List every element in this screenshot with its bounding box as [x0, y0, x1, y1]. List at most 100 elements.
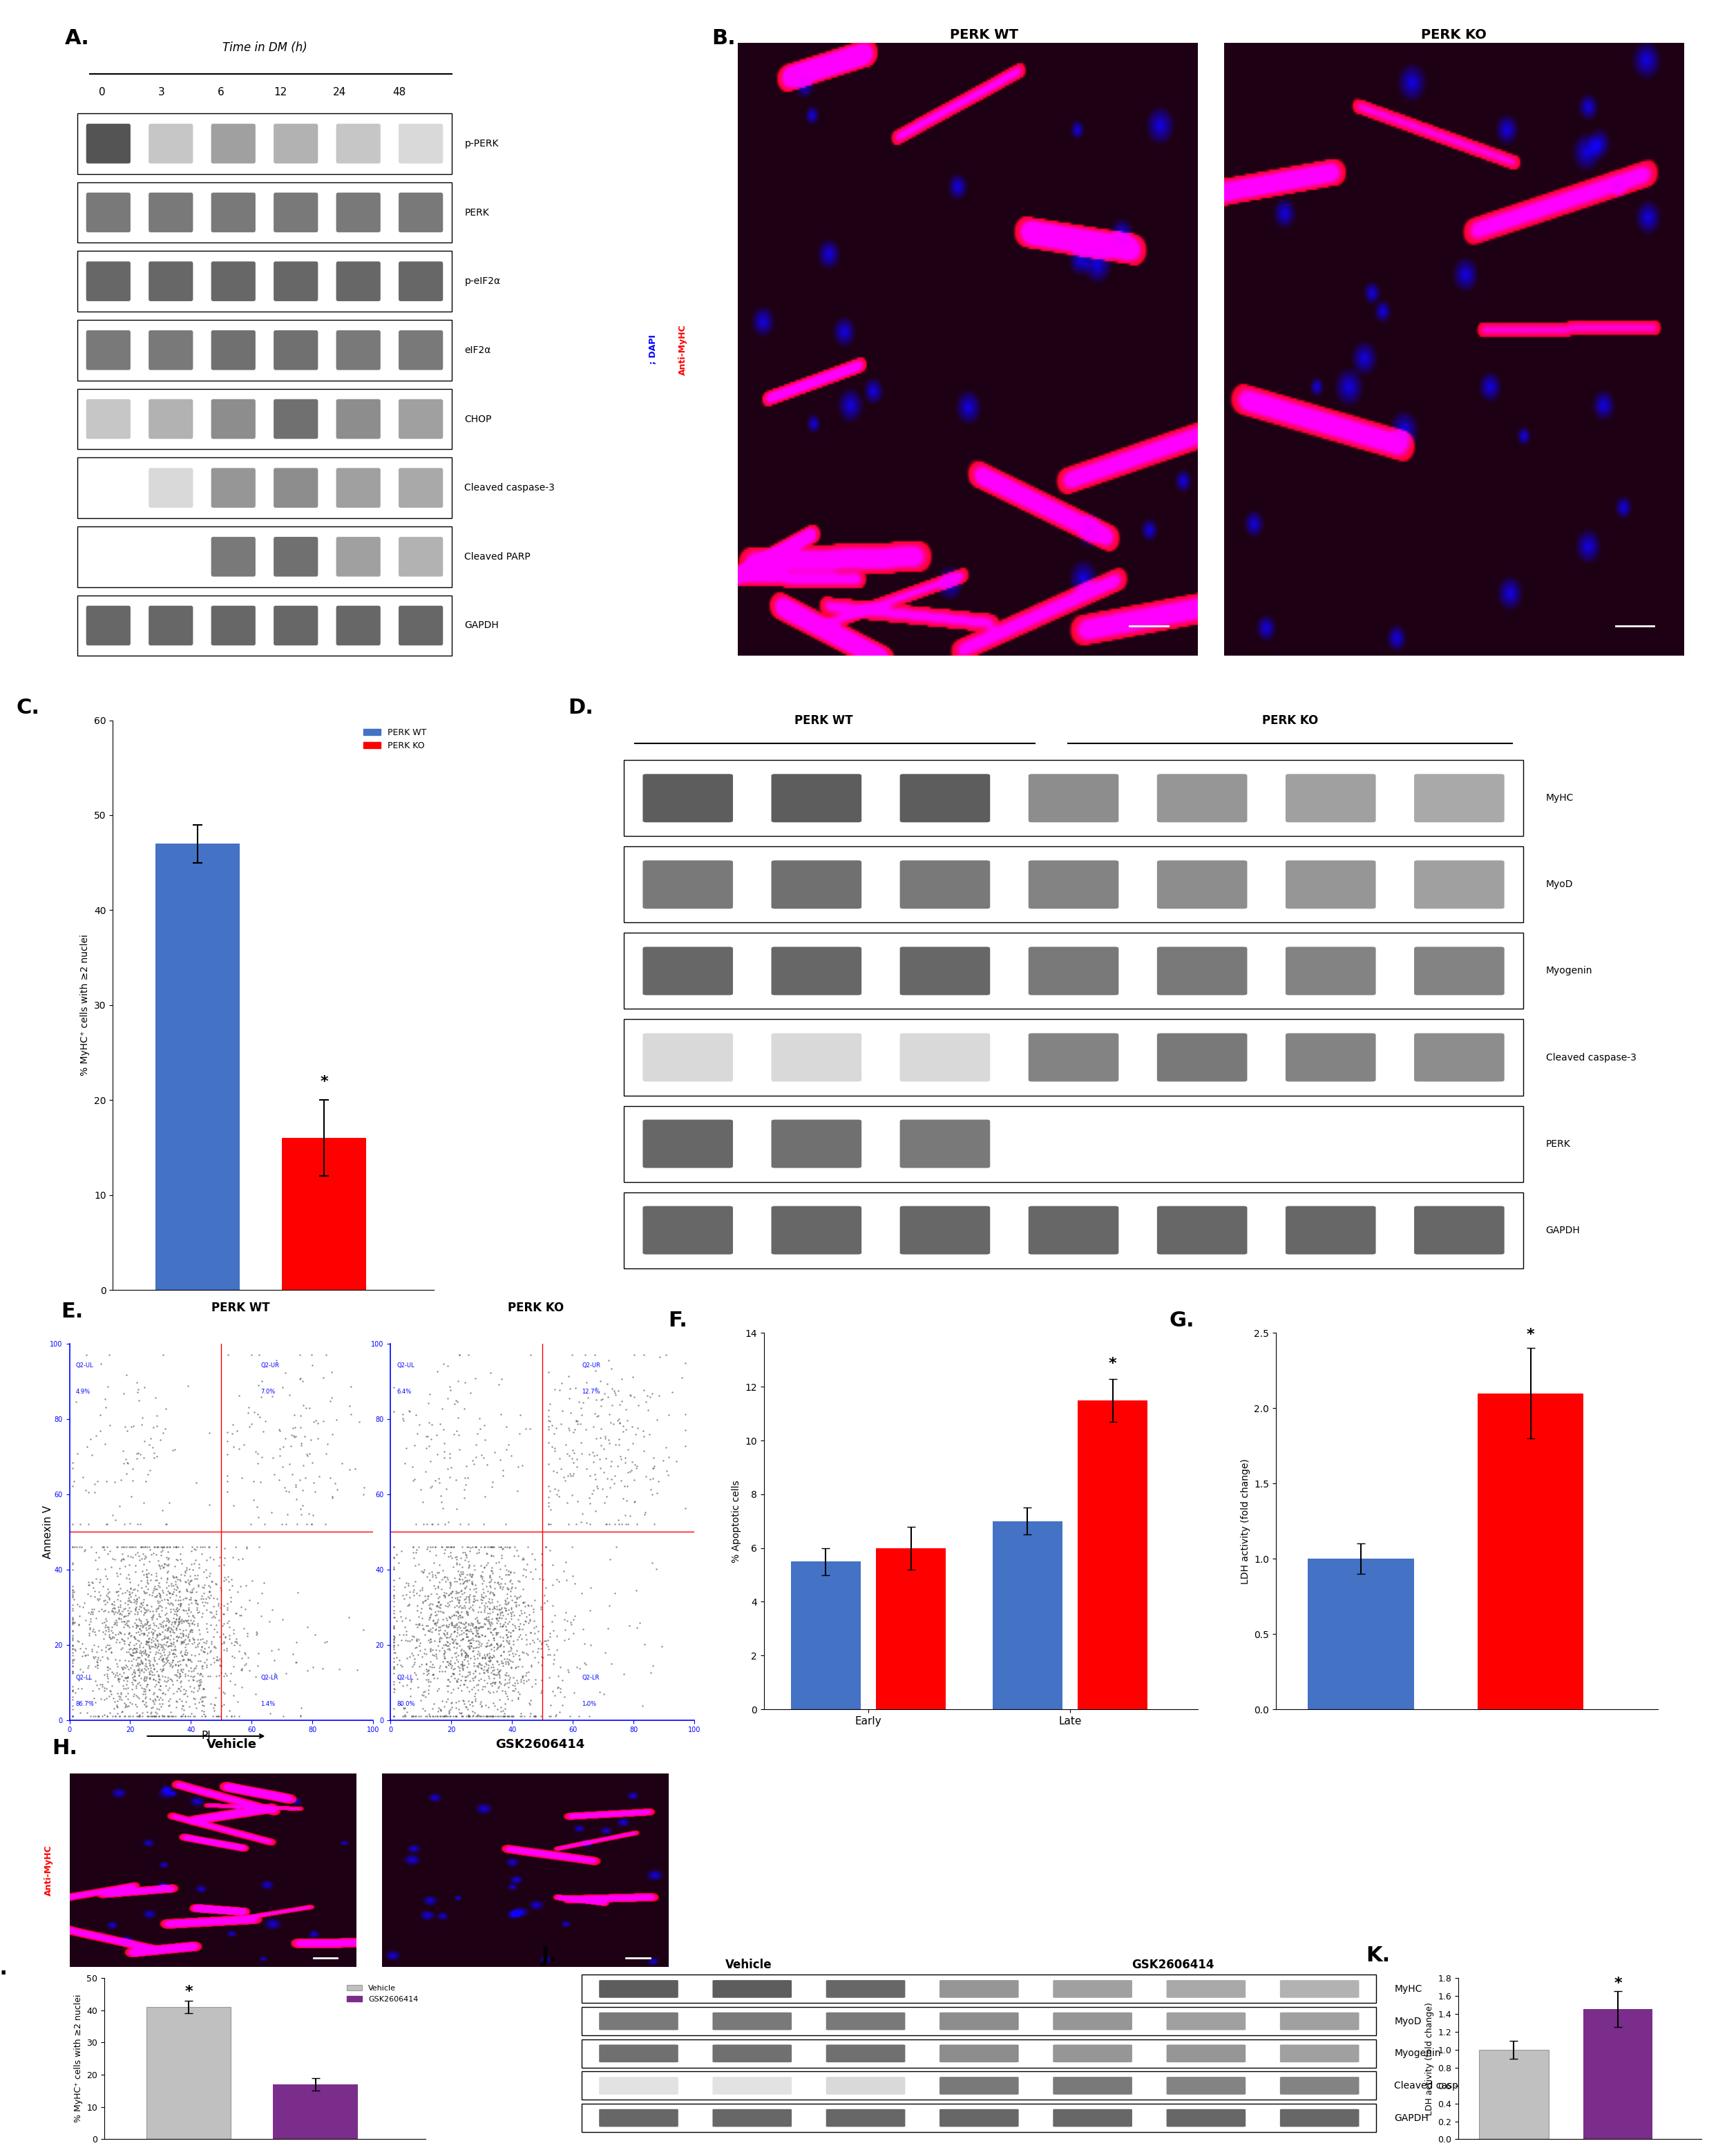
- Point: [130, 1486, 158, 1520]
- Point: [128, 1683, 156, 1718]
- Point: [66, 1589, 94, 1623]
- Point: [181, 1681, 208, 1716]
- Point: [632, 1460, 660, 1494]
- Point: [83, 1647, 111, 1681]
- FancyBboxPatch shape: [1054, 2045, 1132, 2062]
- Point: [470, 1595, 498, 1630]
- Point: [179, 1664, 207, 1698]
- Point: [457, 1615, 484, 1649]
- Point: [465, 1645, 493, 1679]
- Point: [71, 1533, 99, 1567]
- Point: [163, 1563, 191, 1597]
- Point: [106, 1679, 134, 1714]
- Point: [127, 1531, 155, 1565]
- Point: [210, 1597, 238, 1632]
- Point: [387, 1688, 415, 1722]
- Point: [286, 1425, 314, 1460]
- FancyBboxPatch shape: [582, 2073, 1377, 2101]
- Point: [108, 1675, 135, 1709]
- Point: [186, 1671, 214, 1705]
- Point: [470, 1591, 498, 1625]
- Point: [434, 1380, 462, 1415]
- Point: [161, 1606, 189, 1640]
- Point: [177, 1606, 205, 1640]
- Point: [250, 1507, 278, 1542]
- Point: [458, 1578, 486, 1612]
- Point: [431, 1533, 458, 1567]
- Point: [451, 1636, 479, 1671]
- Point: [542, 1471, 569, 1505]
- Point: [146, 1628, 174, 1662]
- Point: [135, 1531, 163, 1565]
- Point: [101, 1692, 128, 1726]
- Point: [450, 1686, 477, 1720]
- Point: [516, 1597, 543, 1632]
- Point: [420, 1686, 448, 1720]
- Point: [384, 1628, 411, 1662]
- Point: [509, 1649, 536, 1683]
- Point: [109, 1591, 137, 1625]
- Point: [476, 1643, 503, 1677]
- Point: [231, 1649, 259, 1683]
- Point: [536, 1688, 564, 1722]
- Point: [106, 1572, 134, 1606]
- Point: [160, 1561, 187, 1595]
- Point: [444, 1595, 472, 1630]
- Point: [496, 1531, 524, 1565]
- Point: [474, 1546, 502, 1580]
- Point: [71, 1473, 99, 1507]
- Point: [106, 1625, 134, 1660]
- Point: [278, 1458, 306, 1492]
- Point: [616, 1378, 644, 1413]
- Point: [484, 1656, 512, 1690]
- Point: [491, 1645, 519, 1679]
- Point: [472, 1671, 500, 1705]
- Point: [436, 1531, 464, 1565]
- Point: [155, 1662, 182, 1696]
- Point: [144, 1660, 172, 1694]
- Point: [498, 1602, 526, 1636]
- Point: [451, 1585, 479, 1619]
- Point: [427, 1587, 455, 1621]
- Point: [187, 1694, 215, 1729]
- Point: [174, 1606, 201, 1640]
- Point: [410, 1656, 437, 1690]
- Point: [149, 1615, 177, 1649]
- Point: [87, 1346, 115, 1380]
- Point: [146, 1617, 174, 1651]
- Point: [486, 1593, 514, 1628]
- Point: [163, 1569, 191, 1604]
- Point: [425, 1698, 453, 1733]
- Point: [529, 1640, 557, 1675]
- Point: [491, 1643, 519, 1677]
- Point: [122, 1593, 149, 1628]
- Point: [479, 1638, 507, 1673]
- Point: [271, 1421, 299, 1456]
- Point: [404, 1546, 432, 1580]
- Point: [448, 1550, 476, 1585]
- Point: [59, 1587, 87, 1621]
- Point: [300, 1404, 328, 1438]
- Point: [562, 1507, 590, 1542]
- Point: [335, 1389, 363, 1423]
- Point: [484, 1597, 512, 1632]
- Point: [425, 1671, 453, 1705]
- Point: [394, 1623, 422, 1658]
- Point: [467, 1690, 495, 1724]
- Point: [621, 1417, 649, 1451]
- Point: [153, 1668, 181, 1703]
- Point: [528, 1647, 556, 1681]
- Point: [141, 1651, 168, 1686]
- Point: [137, 1600, 165, 1634]
- Point: [75, 1567, 102, 1602]
- Point: [75, 1507, 102, 1542]
- Point: [408, 1569, 436, 1604]
- Point: [382, 1636, 410, 1671]
- Point: [155, 1574, 182, 1608]
- Point: [78, 1565, 106, 1600]
- Point: [507, 1698, 535, 1733]
- FancyBboxPatch shape: [712, 2012, 792, 2030]
- Point: [149, 1630, 177, 1664]
- Point: [177, 1651, 205, 1686]
- Point: [476, 1640, 503, 1675]
